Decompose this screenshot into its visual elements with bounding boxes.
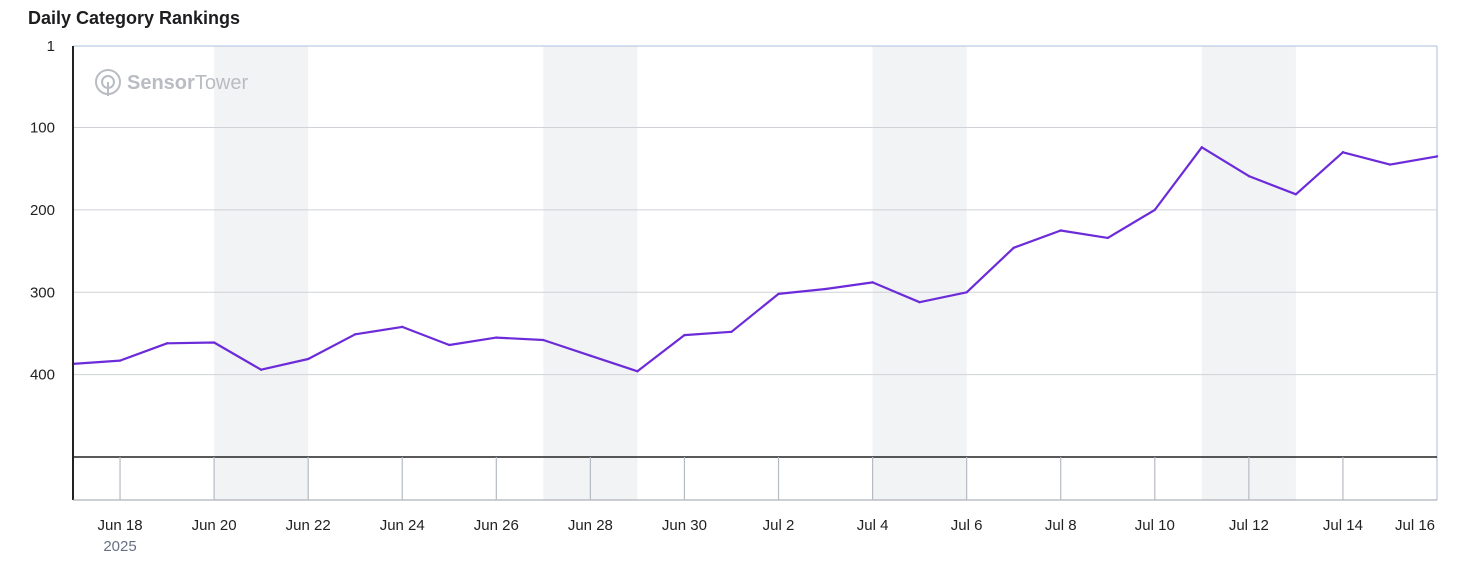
data-point[interactable] bbox=[636, 370, 639, 373]
data-point[interactable] bbox=[730, 330, 733, 334]
data-point[interactable] bbox=[965, 291, 968, 294]
data-point[interactable] bbox=[1106, 236, 1109, 240]
chart-title: Daily Category Rankings bbox=[28, 8, 241, 28]
data-point[interactable] bbox=[683, 333, 686, 337]
watermark: SensorTower bbox=[95, 69, 249, 96]
data-point[interactable] bbox=[354, 333, 357, 336]
x-tick-year-label: 2025 bbox=[103, 538, 136, 555]
data-point[interactable] bbox=[1341, 151, 1345, 154]
x-tick-label: Jul 16 bbox=[1395, 517, 1435, 534]
x-tick-label: Jul 10 bbox=[1135, 517, 1175, 534]
x-tick-label: Jun 20 bbox=[192, 517, 237, 534]
data-point[interactable] bbox=[1247, 174, 1251, 178]
x-tick-label: Jun 24 bbox=[380, 517, 425, 534]
x-tick-label: Jul 8 bbox=[1045, 517, 1077, 534]
data-point[interactable] bbox=[871, 281, 874, 284]
watermark-bold: Sensor bbox=[127, 72, 195, 94]
y-tick-label: 400 bbox=[30, 367, 55, 384]
weekend-band-3 bbox=[1201, 46, 1296, 500]
gridlines bbox=[73, 45, 1438, 500]
data-point[interactable] bbox=[1059, 229, 1062, 232]
watermark-text: SensorTower bbox=[127, 72, 249, 94]
data-point[interactable] bbox=[259, 368, 263, 371]
data-point[interactable] bbox=[212, 341, 216, 344]
data-point[interactable] bbox=[1294, 193, 1298, 196]
weekend-bands bbox=[214, 46, 1296, 500]
y-tick-label: 200 bbox=[30, 202, 55, 219]
data-point[interactable] bbox=[824, 287, 827, 291]
x-tick-label: Jul 6 bbox=[951, 517, 983, 534]
series-line-0[interactable] bbox=[72, 146, 1438, 373]
data-point[interactable] bbox=[401, 325, 404, 329]
weekend-band-0 bbox=[214, 46, 309, 500]
y-axis-labels: 1 100 200 300 400 bbox=[30, 38, 55, 384]
data-point[interactable] bbox=[306, 357, 310, 361]
data-point[interactable] bbox=[118, 359, 122, 362]
x-tick-label: Jul 14 bbox=[1323, 517, 1363, 534]
y-tick-label: 100 bbox=[30, 120, 55, 137]
x-axis: Jun 18 2025 Jun 20 Jun 22 Jun 24 Jun 26 Jun 28… bbox=[72, 46, 1437, 555]
x-tick-label: Jun 22 bbox=[286, 517, 331, 534]
data-point[interactable] bbox=[1435, 155, 1439, 158]
data-point[interactable] bbox=[542, 338, 545, 342]
sensor-tower-logo-icon bbox=[95, 69, 121, 96]
data-point[interactable] bbox=[777, 292, 780, 296]
x-tick-label: Jul 2 bbox=[763, 517, 795, 534]
data-point[interactable] bbox=[918, 300, 921, 304]
data-point[interactable] bbox=[1388, 163, 1392, 166]
data-point[interactable] bbox=[1012, 246, 1015, 249]
data-point[interactable] bbox=[1153, 208, 1156, 212]
weekend-band-1 bbox=[543, 46, 638, 500]
x-tick-label: Jun 18 bbox=[98, 517, 143, 534]
x-tick-label: Jun 26 bbox=[474, 517, 519, 534]
x-tick-label: Jul 4 bbox=[857, 517, 889, 534]
weekend-band-2 bbox=[872, 46, 967, 500]
x-tick-label: Jun 28 bbox=[568, 517, 613, 534]
data-point[interactable] bbox=[448, 343, 451, 347]
data-point[interactable] bbox=[165, 342, 169, 345]
watermark-light: Tower bbox=[195, 72, 249, 94]
x-tick-label: Jun 30 bbox=[662, 517, 707, 534]
data-point[interactable] bbox=[589, 354, 592, 357]
data-point[interactable] bbox=[495, 336, 498, 339]
y-tick-label: 1 bbox=[47, 38, 55, 55]
data-point[interactable] bbox=[1200, 146, 1204, 149]
y-tick-label: 300 bbox=[30, 284, 55, 301]
x-tick-label: Jul 12 bbox=[1229, 517, 1269, 534]
